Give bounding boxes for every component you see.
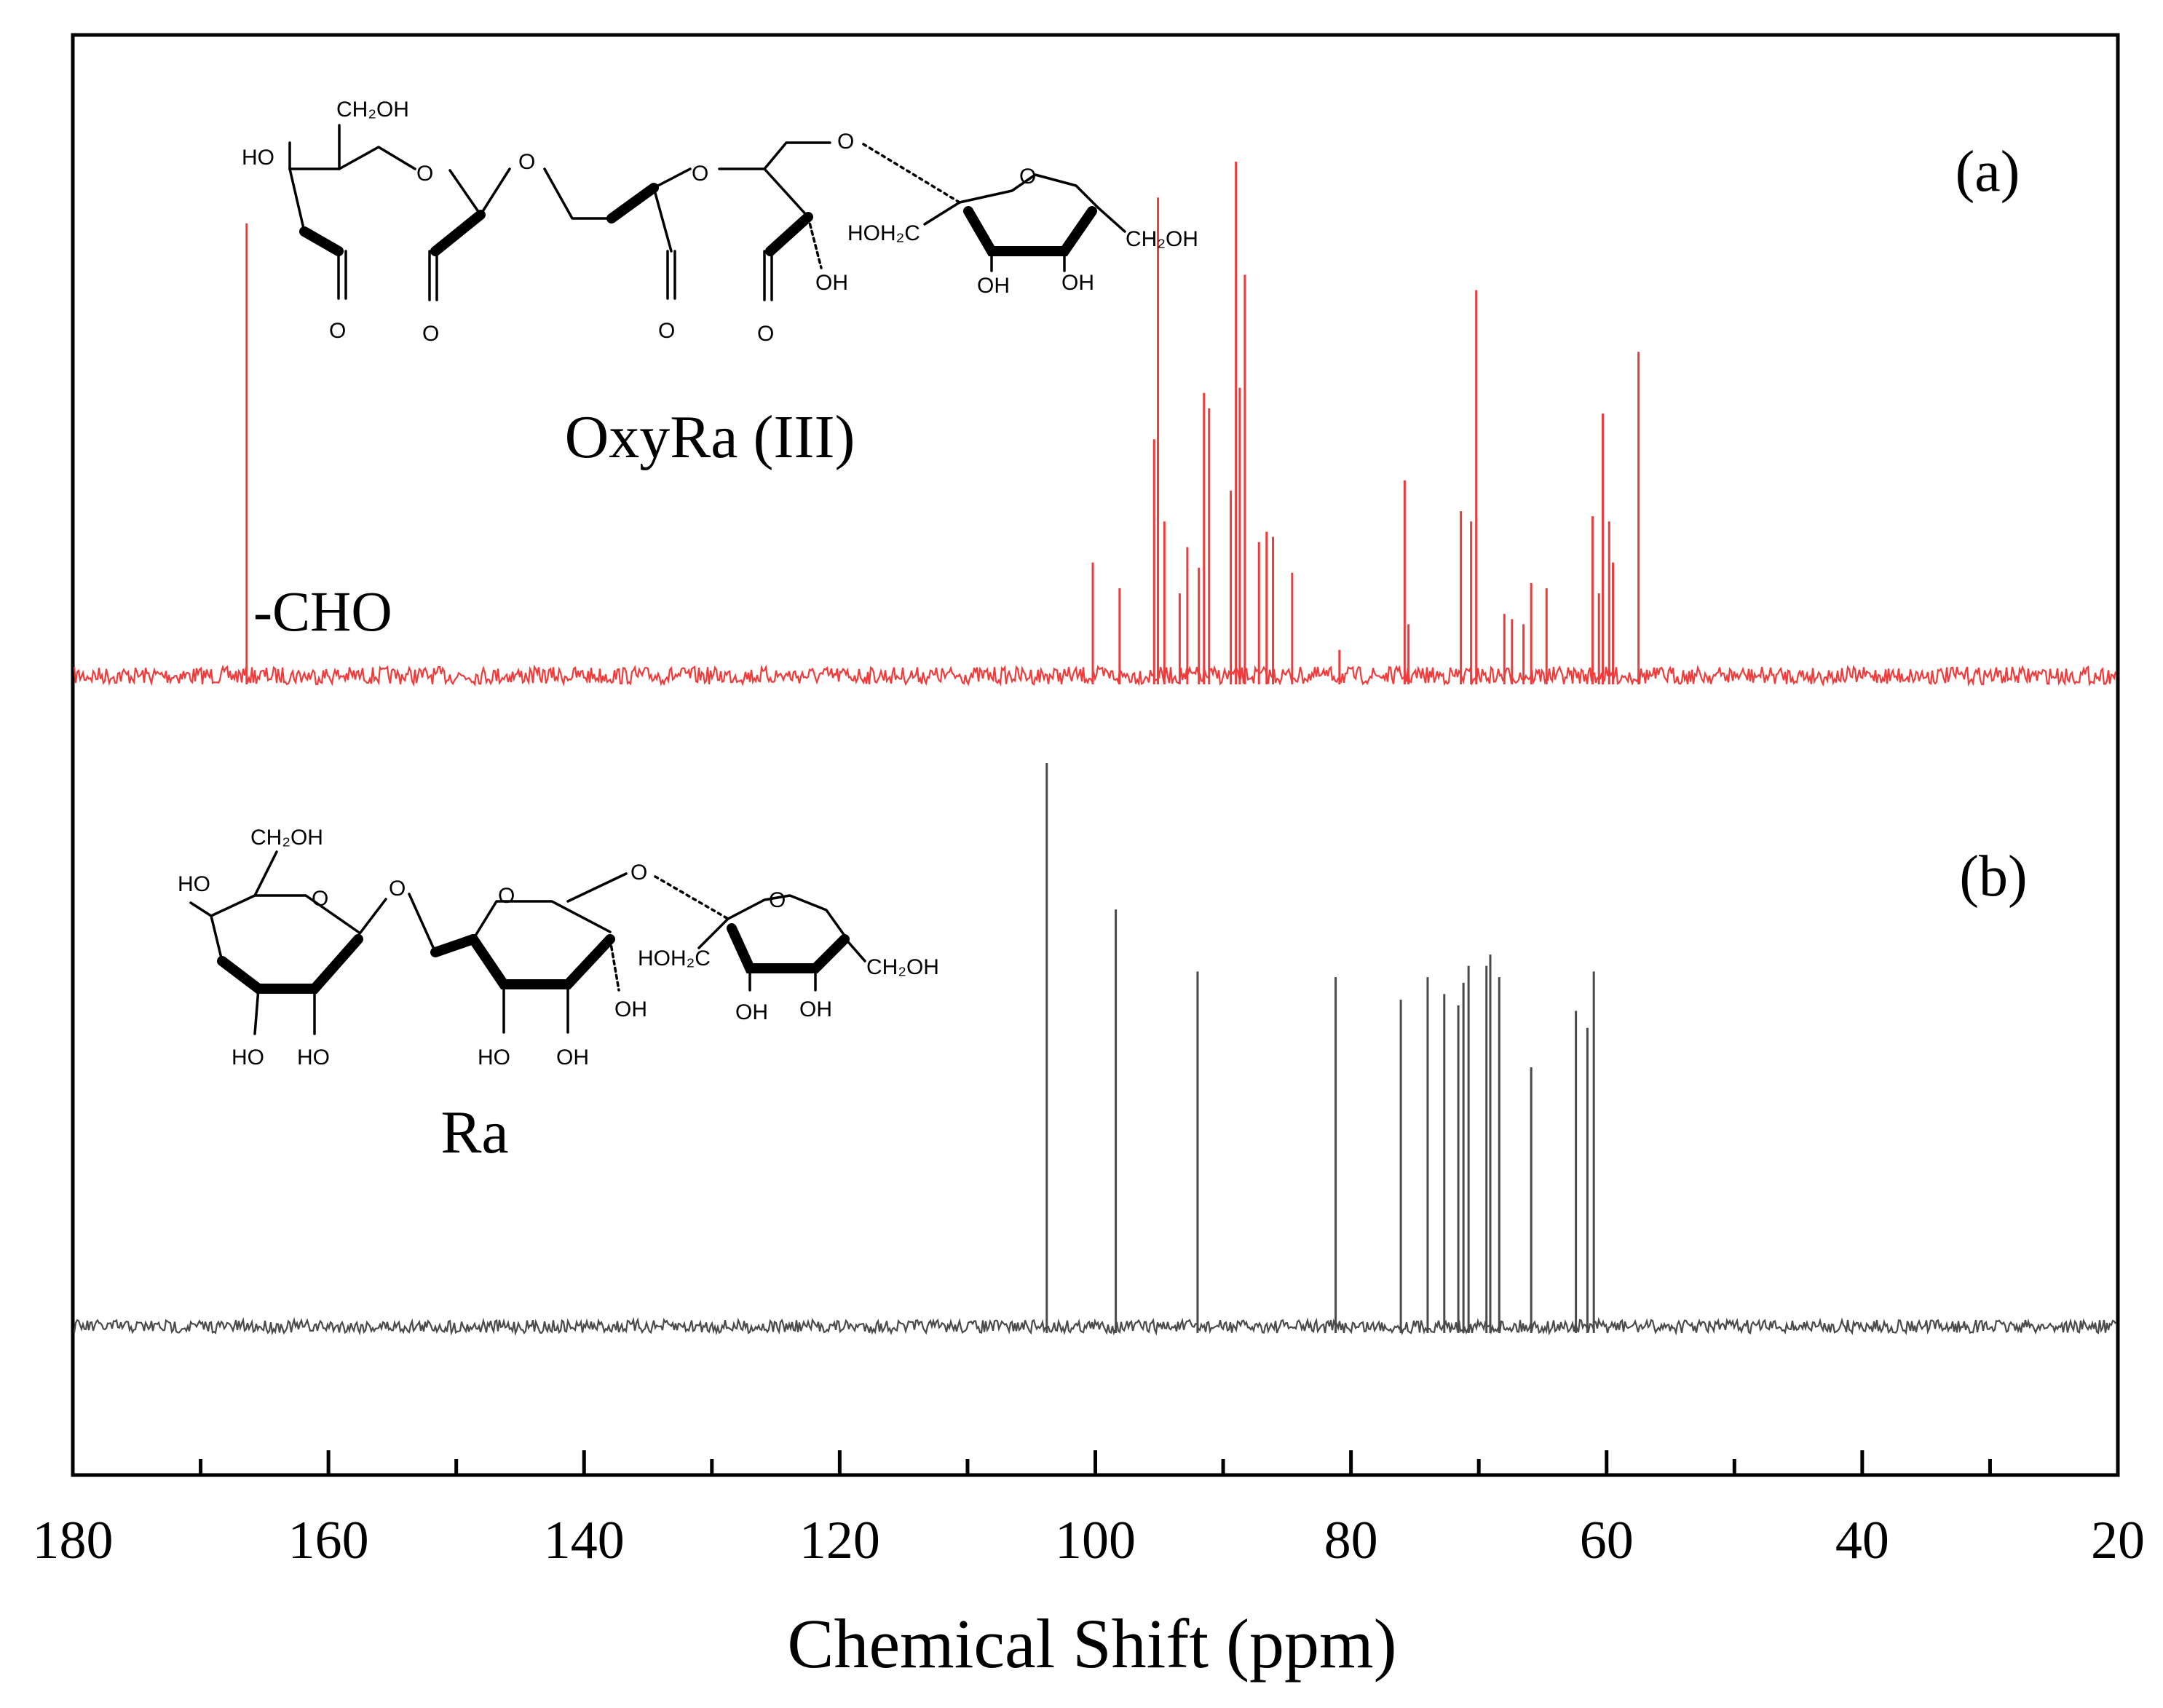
svg-text:O: O: [692, 162, 708, 186]
svg-text:O: O: [329, 319, 346, 343]
svg-text:OH: OH: [1061, 271, 1094, 295]
svg-text:HO: HO: [297, 1045, 330, 1070]
svg-text:O: O: [389, 877, 406, 901]
svg-text:CH₂OH: CH₂OH: [336, 98, 409, 122]
svg-text:CH₂OH: CH₂OH: [250, 826, 323, 850]
svg-text:HO: HO: [478, 1045, 510, 1070]
compound-name-a: OxyRa (III): [565, 403, 855, 471]
x-tick-label-180: 180: [33, 1511, 114, 1570]
svg-text:CH₂OH: CH₂OH: [866, 955, 939, 979]
svg-text:HOH₂C: HOH₂C: [847, 221, 920, 245]
svg-text:HO: HO: [242, 146, 274, 170]
x-tick-label-120: 120: [799, 1511, 880, 1570]
svg-text:HOH₂C: HOH₂C: [638, 946, 711, 970]
compound-name-b: Ra: [440, 1099, 508, 1166]
svg-text:O: O: [416, 162, 433, 186]
svg-text:OH: OH: [556, 1045, 589, 1070]
svg-text:O: O: [498, 884, 515, 908]
svg-text:O: O: [658, 319, 675, 343]
panel-label-b: (b): [1959, 845, 2027, 909]
svg-text:O: O: [312, 887, 328, 911]
raffinose-structure: CH₂OH HO O HO HO O O HO OH OH O HOH₂C O …: [178, 826, 939, 1070]
spectra-layer: [73, 162, 2117, 1337]
svg-text:CH₂OH: CH₂OH: [1126, 227, 1198, 251]
svg-text:OH: OH: [614, 997, 647, 1021]
svg-text:HO: HO: [232, 1045, 264, 1070]
baseline-b: [73, 1316, 2116, 1337]
x-tick-label-40: 40: [1835, 1511, 1889, 1570]
svg-text:O: O: [837, 130, 854, 154]
x-tick-label-20: 20: [2091, 1511, 2145, 1570]
svg-text:OH: OH: [977, 274, 1010, 298]
svg-text:O: O: [422, 322, 439, 346]
svg-text:O: O: [1019, 165, 1036, 189]
svg-text:O: O: [630, 861, 647, 885]
x-tick-label-160: 160: [288, 1511, 369, 1570]
x-tick-label-60: 60: [1580, 1511, 1634, 1570]
svg-text:O: O: [757, 322, 774, 346]
cho-peak-label: -CHO: [253, 580, 392, 643]
x-tick-label-80: 80: [1324, 1511, 1378, 1570]
svg-text:OH: OH: [799, 997, 832, 1021]
svg-text:OH: OH: [735, 1000, 768, 1024]
plot-frame: [71, 33, 2120, 1477]
x-tick-label-100: 100: [1055, 1511, 1136, 1570]
x-axis-title: Chemical Shift (ppm): [787, 1605, 1396, 1683]
svg-text:HO: HO: [178, 872, 210, 896]
oxyra-structure: CH₂OH HO O O O O O O O OH O HOH₂C O CH₂O…: [242, 98, 1198, 346]
baseline-a: [73, 664, 2117, 687]
panel-label-a: (a): [1956, 140, 2020, 204]
svg-text:O: O: [769, 888, 786, 912]
svg-text:O: O: [518, 150, 535, 174]
x-axis-ticks: 180 160 140 120 100 80 60 40 20: [33, 1450, 2145, 1570]
svg-text:OH: OH: [815, 271, 848, 295]
x-tick-label-140: 140: [544, 1511, 625, 1570]
